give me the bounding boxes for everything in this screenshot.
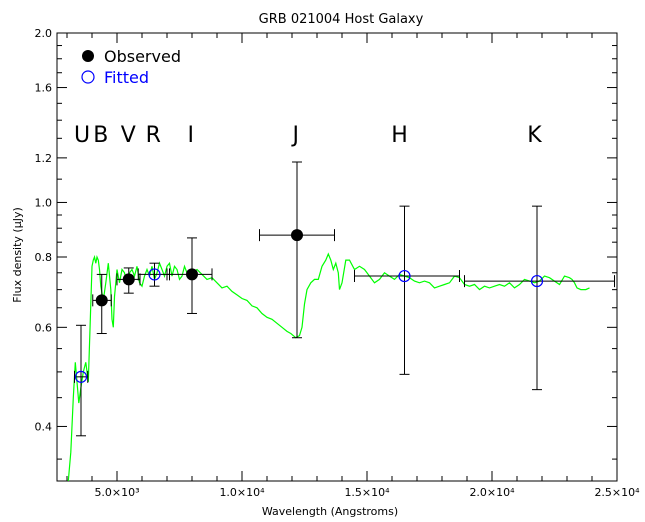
band-label-I: I xyxy=(188,123,195,148)
observed-point xyxy=(95,294,108,307)
x-axis-label: Wavelength (Angstroms) xyxy=(262,505,398,518)
observed-point xyxy=(186,268,198,281)
band-label-K: K xyxy=(527,123,542,148)
x-tick-label: 2.5×10⁴ xyxy=(594,486,640,499)
model-spectrum-layer xyxy=(67,252,590,482)
legend-fitted-label: Fitted xyxy=(104,68,149,87)
fitted-point xyxy=(398,269,411,283)
band-label-U: U xyxy=(74,123,90,148)
points-layer xyxy=(74,229,544,383)
x-tick-label: 5.0×10³ xyxy=(94,486,139,499)
band-label-V: V xyxy=(121,123,136,148)
y-tick-label: 0.6 xyxy=(35,321,53,334)
y-tick-label: 0.4 xyxy=(35,420,53,433)
model-spectrum-line xyxy=(67,252,590,482)
observed-point xyxy=(122,273,135,286)
fitted-point xyxy=(148,268,161,281)
plot-border xyxy=(56,32,618,482)
x-tick-label: 2.0×10⁴ xyxy=(469,486,515,499)
legend: Observed Fitted xyxy=(81,47,181,87)
y-tick-label: 1.6 xyxy=(35,82,53,95)
plot-frame xyxy=(56,32,618,482)
errorbar-layer xyxy=(74,161,615,437)
legend-observed-marker xyxy=(82,50,94,62)
fitted-point xyxy=(530,274,544,288)
band-label-J: J xyxy=(291,123,300,148)
y-tick-label: 1.2 xyxy=(35,152,53,165)
x-tick-label: 1.5×10⁴ xyxy=(344,486,390,499)
axis-ticks: 5.0×10³ 1.0×10⁴ 1.5×10⁴ 2.0×10⁴ 2.5×10⁴ 0.4 0.… xyxy=(35,27,641,499)
observed-point xyxy=(291,229,303,242)
y-axis-label: Flux density (μJy) xyxy=(11,207,24,303)
y-tick-label: 0.8 xyxy=(35,251,53,264)
band-label-H: H xyxy=(391,123,408,148)
y-tick-label: 2.0 xyxy=(35,27,53,40)
y-tick-label: 1.0 xyxy=(35,196,53,209)
chart-title: GRB 021004 Host Galaxy xyxy=(259,12,424,27)
band-label-B: B xyxy=(93,123,108,148)
x-tick-label: 1.0×10⁴ xyxy=(219,486,265,499)
legend-fitted-marker xyxy=(81,70,95,84)
fitted-point xyxy=(74,370,88,383)
band-label-R: R xyxy=(146,123,161,148)
legend-observed-label: Observed xyxy=(104,47,181,66)
